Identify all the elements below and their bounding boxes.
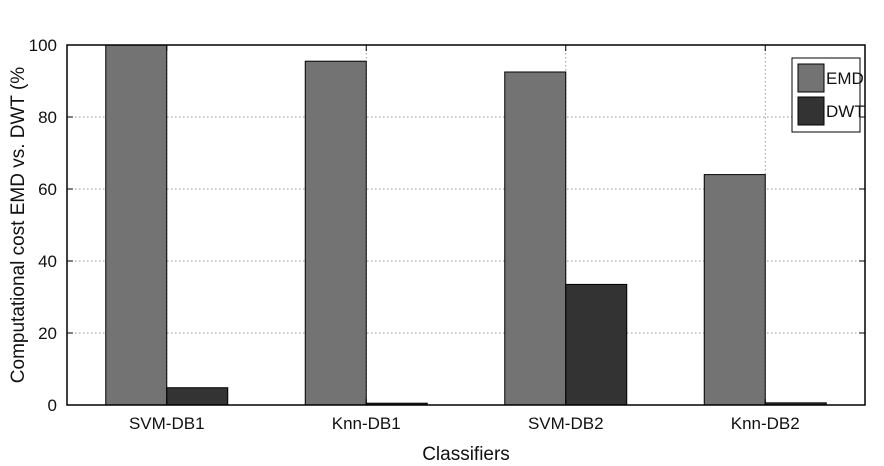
x-tick-label: Knn-DB1: [332, 414, 401, 433]
y-axis-label: Computational cost EMD vs. DWT (%: [8, 67, 29, 384]
bar-dwt-svm-db1: [166, 387, 229, 406]
bars: [105, 44, 827, 406]
x-tick-label: Knn-DB2: [731, 414, 800, 433]
y-tick-label: 40: [38, 252, 57, 271]
legend-swatch-dwt: [797, 96, 825, 126]
y-tick-label: 100: [29, 36, 57, 55]
x-axis-ticks: SVM-DB1 Knn-DB1 SVM-DB2 Knn-DB2: [129, 45, 800, 433]
bar-emd-knn-db1: [304, 60, 367, 406]
legend-swatch-emd: [797, 63, 825, 93]
legend: EMD DWT: [791, 57, 865, 133]
bar-dwt-svm-db2: [565, 283, 628, 406]
y-tick-label: 60: [38, 180, 57, 199]
x-axis-label: Classifiers: [422, 444, 510, 465]
bar-emd-svm-db1: [105, 44, 168, 406]
y-tick-label: 20: [38, 324, 57, 343]
y-axis-ticks: 0 20 40 60 80 100: [29, 36, 865, 415]
legend-label-dwt: DWT: [826, 102, 865, 121]
x-tick-label: SVM-DB1: [129, 414, 205, 433]
y-tick-label: 80: [38, 108, 57, 127]
y-tick-label: 0: [48, 396, 57, 415]
bar-emd-knn-db2: [703, 174, 766, 406]
x-tick-label: SVM-DB2: [528, 414, 604, 433]
bar-emd-svm-db2: [504, 71, 567, 406]
axes-frame: [66, 44, 866, 406]
legend-label-emd: EMD: [826, 69, 864, 88]
